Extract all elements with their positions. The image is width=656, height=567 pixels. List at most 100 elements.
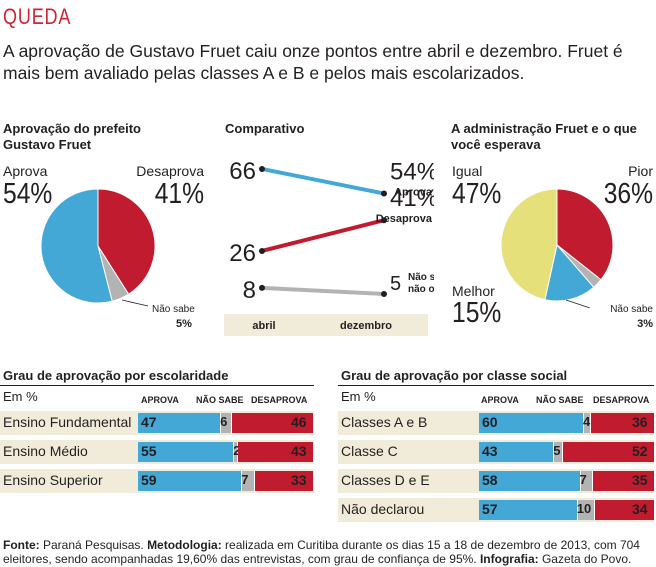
- pie2-label-naosabe: Não sabe: [610, 304, 653, 315]
- class-bar-naosabe: [577, 500, 596, 520]
- pie2-value-igual: 47%: [452, 178, 502, 210]
- pie2-slice-melhor: [544, 243, 595, 302]
- pie2-leader-line: [565, 299, 591, 308]
- pie1-label-naosabe: Não sabe: [152, 304, 195, 315]
- edu-row-label: Ensino Médio: [3, 443, 88, 459]
- comp-point-start-aprova: [259, 165, 265, 172]
- comp-line-aprova: [260, 166, 386, 196]
- comp-axis-abril: abril: [252, 320, 275, 332]
- edu-value-aprova: 47: [141, 414, 157, 430]
- edu-row-label: Ensino Superior: [3, 472, 103, 488]
- edu-value-desaprova: 46: [291, 414, 307, 430]
- class-value-naosabe: 5: [553, 443, 561, 458]
- edu-value-naosabe: 6: [220, 414, 228, 429]
- edu-value-aprova: 59: [141, 472, 157, 488]
- class-row-label: Não declarou: [341, 501, 425, 517]
- class-bar-desaprova: [595, 500, 654, 520]
- comp-title: Comparativo: [225, 121, 305, 136]
- comp-point-end-naosabe: [381, 291, 387, 297]
- footer-metodologia-label: Metodologia:: [147, 538, 222, 552]
- class-bar-aprova: [479, 471, 581, 491]
- class-value-naosabe: 10: [576, 501, 592, 516]
- pie2-label-pior: Pior: [628, 163, 653, 179]
- class-rule: [338, 385, 654, 386]
- pie1-leader-line: [121, 299, 149, 307]
- footer-metodologia: realizada em Curitiba durante os dias 15…: [3, 538, 640, 566]
- class-value-aprova: 57: [482, 501, 498, 517]
- intro-text: A aprovação de Gustavo Fruet caiu onze p…: [3, 41, 623, 83]
- class-value-desaprova: 34: [632, 501, 648, 517]
- class-row-label: Classes D e E: [341, 472, 430, 488]
- comp-end-value-aprova: 54%: [390, 159, 434, 186]
- class-value-naosabe: 7: [579, 472, 587, 487]
- edu-bar-desaprova: [237, 442, 313, 462]
- edu-value-desaprova: 33: [291, 472, 307, 488]
- class-bar-aprova: [479, 413, 584, 433]
- footer-infografia-label: Infografia:: [479, 552, 539, 566]
- pie2-value-melhor: 15%: [452, 297, 502, 329]
- comp-series-label-desaprova: Desaprova: [376, 213, 433, 225]
- pie2-slice-pior: [556, 188, 614, 281]
- class-col-aprova: APROVA: [481, 395, 519, 405]
- class-bar-naosabe: [580, 471, 593, 491]
- edu-value-naosabe: 2: [233, 443, 240, 458]
- edu-bar-naosabe: [234, 442, 238, 462]
- pie2-value-pior: 36%: [603, 178, 653, 210]
- edu-bar-aprova: [138, 471, 243, 491]
- edu-bar-desaprova: [231, 413, 313, 433]
- comp-point-end-aprova: [381, 190, 387, 197]
- pie1-slice-aprova: [40, 188, 113, 304]
- class-value-aprova: 43: [482, 443, 498, 459]
- class-unit: Em %: [341, 389, 376, 404]
- comp-line-desaprova: [260, 218, 386, 253]
- pie2-chart: [500, 188, 614, 308]
- class-title: Grau de aprovação por classe social: [341, 368, 568, 383]
- pie1-chart: [40, 188, 156, 307]
- edu-col-naosabe: NÃO SABE: [196, 395, 244, 405]
- comp-end-value-naosabe: 5: [390, 273, 401, 295]
- comp-point-start-naosabe: [259, 284, 265, 291]
- comp-chart: 66 54%Aprova 26 41%Desaprova 8 5 Não sabe/não …: [224, 158, 434, 336]
- pie2-value-naosabe: 3%: [637, 318, 653, 330]
- footer-infografia: Gazeta do Povo.: [538, 552, 632, 566]
- class-value-desaprova: 35: [632, 472, 648, 488]
- comp-axis-band: [224, 314, 428, 336]
- comp-series-label-naosabe: Não sabe/não opinou: [408, 272, 434, 295]
- class-value-aprova: 60: [482, 414, 498, 430]
- edu-col-aprova: APROVA: [141, 395, 179, 405]
- class-value-desaprova: 36: [632, 414, 648, 430]
- class-bar-aprova: [479, 442, 555, 462]
- pie2-title: A administração Fruet e o que você esper…: [451, 121, 637, 152]
- pie1-label-desaprova: Desaprova: [136, 163, 204, 179]
- class-bar-desaprova: [563, 442, 654, 462]
- footer-fonte-label: Fonte:: [3, 538, 40, 552]
- edu-value-aprova: 55: [141, 443, 157, 459]
- comp-axis-dezembro: dezembro: [340, 320, 392, 332]
- edu-value-desaprova: 43: [291, 443, 307, 459]
- footer: Fonte: Paraná Pesquisas. Metodologia: re…: [3, 538, 655, 566]
- comp-start-label-desaprova: 26: [229, 240, 256, 267]
- edu-rule: [0, 385, 314, 386]
- comp-series-label-aprova: Aprova: [394, 187, 433, 199]
- class-row-label: Classes A e B: [341, 414, 428, 430]
- kicker: QUEDA: [3, 4, 72, 29]
- edu-title: Grau de aprovação por escolaridade: [3, 368, 229, 383]
- comp-point-start-desaprova: [259, 247, 265, 254]
- comp-start-label-aprova: 66: [229, 158, 256, 185]
- class-bar-desaprova: [591, 413, 654, 433]
- edu-value-naosabe: 7: [241, 472, 249, 487]
- edu-bar-aprova: [138, 442, 235, 462]
- comp-point-end-desaprova: [381, 217, 387, 224]
- edu-unit: Em %: [3, 389, 38, 404]
- comp-line-naosabe: [260, 285, 386, 296]
- class-bar-desaprova: [592, 471, 654, 491]
- class-col-naosabe: NÃO SABE: [536, 395, 584, 405]
- pie1-label-aprova: Aprova: [3, 163, 48, 179]
- edu-col-desaprova: DESAPROVA: [251, 395, 308, 405]
- edu-bar-naosabe: [242, 471, 255, 491]
- edu-bar-aprova: [138, 413, 222, 433]
- pie2-label-igual: Igual: [452, 163, 483, 179]
- pie1-title: Aprovação do prefeito Gustavo Fruet: [3, 121, 141, 152]
- edu-row-label: Ensino Fundamental: [3, 414, 132, 430]
- comp-start-label-naosabe: 8: [243, 277, 256, 304]
